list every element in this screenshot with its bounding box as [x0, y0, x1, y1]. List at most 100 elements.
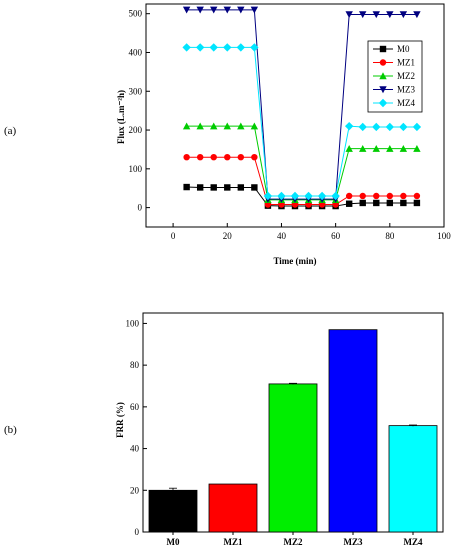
data-point	[372, 144, 380, 152]
data-point	[359, 192, 366, 200]
data-point	[183, 183, 190, 191]
data-point	[359, 11, 367, 19]
legend-label: MZ2	[397, 71, 415, 81]
flux-y-axis-label: Flux (L.m⁻²h)	[116, 90, 126, 144]
y-tick-label: 100	[126, 318, 140, 328]
data-point	[372, 11, 380, 19]
legend-marker	[379, 86, 387, 94]
data-point	[251, 153, 258, 161]
series-mz4	[182, 43, 422, 201]
data-point	[250, 43, 259, 52]
data-point	[250, 122, 259, 130]
category-label: MZ4	[404, 537, 423, 547]
data-point	[345, 200, 353, 207]
data-point	[359, 144, 367, 152]
data-point	[237, 6, 245, 14]
data-point	[182, 122, 191, 130]
flux-legend: M0 MZ1 MZ2 MZ3 MZ4	[367, 40, 423, 113]
legend-marker	[379, 59, 387, 66]
data-point	[344, 121, 354, 131]
data-point	[250, 6, 259, 14]
panel-a-label: (a)	[4, 125, 17, 137]
data-point	[372, 122, 381, 132]
data-point	[358, 122, 367, 132]
y-tick-label: 0	[138, 203, 143, 213]
series-line	[186, 125, 417, 201]
category-label: MZ1	[224, 537, 243, 547]
legend-label: MZ4	[397, 98, 416, 108]
y-tick-label: 200	[129, 125, 143, 135]
data-point	[196, 184, 204, 191]
y-tick-label: 20	[130, 485, 140, 495]
frr-chart: 0 20 40 60 80 100 M0 MZ1 MZ2 MZ3 MZ4 FRR (%)	[115, 312, 444, 547]
data-point	[195, 43, 205, 52]
data-point	[413, 11, 421, 19]
legend-label: MZ3	[397, 85, 416, 95]
data-point	[359, 199, 366, 207]
data-point	[251, 184, 258, 191]
data-point	[237, 122, 245, 130]
data-point	[345, 144, 353, 152]
y-tick-label: 400	[129, 47, 143, 57]
y-tick-label: 300	[129, 86, 143, 96]
data-point	[210, 184, 217, 191]
data-point	[399, 144, 408, 152]
bar-mz1	[208, 483, 258, 533]
data-point	[224, 153, 231, 161]
data-point	[223, 43, 232, 52]
data-point	[263, 191, 273, 201]
category-label: M0	[167, 537, 180, 547]
data-point	[413, 199, 421, 207]
data-point	[182, 43, 191, 52]
bar-mz3	[328, 329, 378, 533]
data-point	[373, 199, 380, 207]
data-point	[237, 153, 245, 161]
series-m0	[183, 183, 421, 210]
data-point	[196, 6, 204, 14]
bar-m0	[148, 489, 198, 533]
data-point	[210, 153, 217, 161]
y-tick-label: 60	[130, 402, 140, 412]
data-point	[224, 184, 231, 191]
data-point	[386, 199, 394, 207]
x-tick-label: 0	[171, 231, 176, 241]
data-point	[210, 6, 218, 14]
data-point	[385, 122, 395, 132]
legend-marker	[379, 45, 387, 53]
data-point	[209, 43, 218, 52]
series-line	[186, 9, 417, 200]
y-tick-label: 40	[130, 444, 140, 454]
data-point	[304, 191, 313, 201]
x-tick-label: 20	[223, 231, 233, 241]
data-point	[386, 144, 394, 152]
data-point	[223, 122, 231, 130]
data-point	[210, 122, 218, 130]
y-tick-label: 100	[129, 164, 143, 174]
data-point	[277, 191, 286, 201]
data-point	[182, 6, 191, 14]
flux-chart: 0 20 40 60 80 100 0 100 200 300 400 500 M0 MZ1 MZ2 MZ3…	[116, 3, 451, 266]
data-point	[386, 11, 394, 19]
data-point	[345, 11, 353, 19]
bar-mz4	[388, 425, 438, 533]
y-tick-label: 80	[130, 360, 140, 370]
category-label: MZ3	[344, 537, 363, 547]
data-point	[399, 122, 408, 132]
x-tick-label: 60	[331, 231, 341, 241]
data-point	[183, 153, 190, 161]
legend-marker	[378, 98, 388, 108]
x-tick-label: 80	[385, 231, 395, 241]
series-line	[186, 186, 417, 207]
y-tick-label: 0	[135, 527, 140, 537]
data-point	[196, 122, 204, 130]
data-point	[413, 192, 421, 200]
data-point	[400, 199, 407, 207]
data-point	[237, 184, 245, 191]
data-point	[399, 11, 408, 19]
data-point	[386, 192, 394, 200]
data-point	[290, 191, 300, 201]
flux-x-axis-label: Time (min)	[273, 256, 316, 266]
legend-label: MZ1	[397, 58, 415, 68]
legend-label: M0	[397, 44, 410, 54]
data-point	[223, 6, 231, 14]
